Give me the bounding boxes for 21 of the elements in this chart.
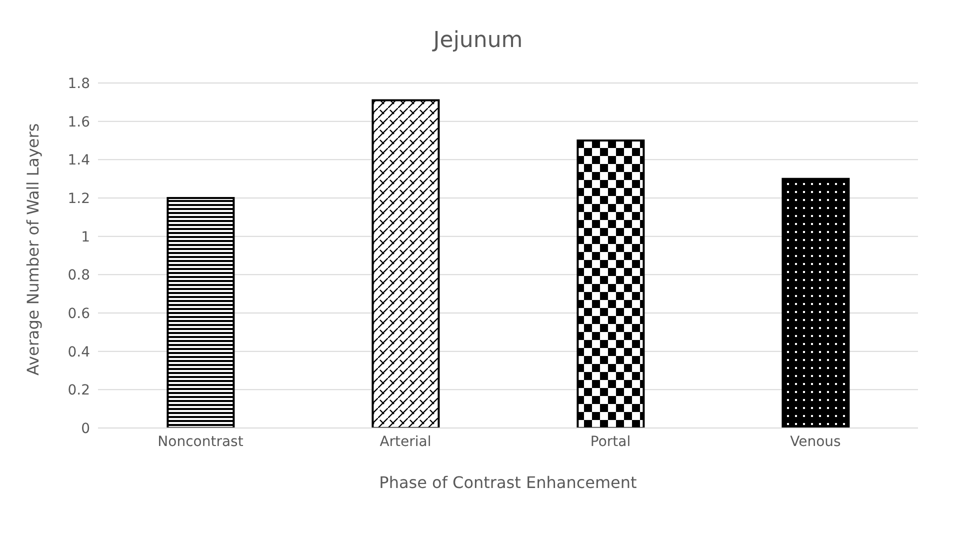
x-tick-label: Noncontrast (158, 434, 244, 450)
x-tick-label: Arterial (380, 434, 432, 450)
y-tick-label: 0.2 (68, 382, 90, 399)
bar (782, 178, 850, 428)
bar (372, 99, 440, 428)
y-tick-label: 1.8 (68, 76, 90, 92)
y-tick-label: 1.2 (68, 190, 90, 207)
y-tick-label: 0.8 (68, 268, 90, 284)
y-tick-label: 0.4 (68, 344, 90, 360)
chart-title: Jejunum (431, 27, 524, 55)
bar (576, 140, 645, 428)
y-tick-label: 0.6 (68, 306, 90, 322)
x-tick-label: Portal (590, 434, 631, 450)
x-tick-label: Venous (790, 434, 841, 450)
y-axis-title: Average Number of Wall Layers (24, 123, 43, 376)
x-axis-title: Phase of Contrast Enhancement (379, 473, 637, 492)
y-tick-label: 1 (81, 229, 90, 246)
bar (166, 197, 235, 428)
y-tick-label: 1.4 (68, 152, 90, 169)
y-tick-label: 1.6 (68, 114, 90, 130)
y-tick-label: 0 (81, 420, 90, 437)
